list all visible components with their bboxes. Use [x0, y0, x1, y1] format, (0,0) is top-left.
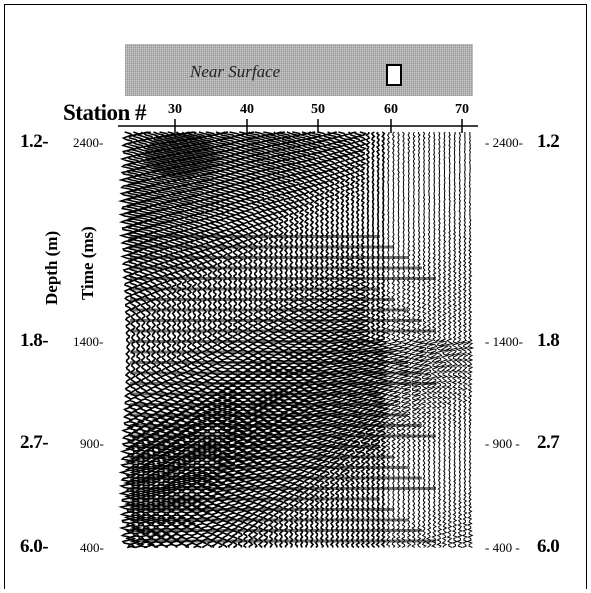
- station-tick-60: 60: [384, 102, 398, 117]
- right-depth-label: 1.2: [537, 131, 560, 152]
- reflector-band: [130, 497, 380, 501]
- reflector-band: [130, 529, 422, 532]
- seismic-trace: [403, 131, 413, 548]
- right-time-label: - 400 -: [485, 540, 520, 555]
- reflector-band: [130, 266, 422, 270]
- reflector-band: [130, 466, 408, 469]
- seismic-trace: [418, 131, 429, 548]
- reflector-band: [130, 508, 394, 511]
- reflector-band: [130, 424, 422, 427]
- reflector-band: [130, 539, 436, 543]
- reflector-band: [130, 361, 408, 364]
- seismic-trace: [376, 131, 391, 548]
- reflector-band: [130, 455, 394, 459]
- reflector-band: [130, 245, 394, 249]
- station-tick-30: 30: [168, 102, 182, 117]
- seismic-trace: [429, 131, 439, 548]
- left-time-label: 900-: [80, 436, 104, 451]
- reflector-blob: [145, 133, 215, 177]
- reflector-band: [130, 340, 380, 343]
- reflector-band: [130, 329, 436, 333]
- right-time-label: - 900 -: [485, 436, 520, 451]
- right-depth-label: 2.7: [537, 432, 560, 453]
- reflector-band: [130, 518, 408, 522]
- reflector-band: [130, 298, 394, 301]
- seismic-trace: [345, 131, 360, 549]
- reflector-band: [130, 287, 380, 291]
- seismic-trace: [397, 131, 409, 548]
- reflector-band: [130, 235, 380, 238]
- seismic-trace: [117, 131, 139, 549]
- reflector-band: [130, 392, 380, 396]
- reflector-band: [130, 371, 422, 375]
- seismic-trace: [414, 131, 425, 548]
- station-tick-40: 40: [240, 102, 254, 117]
- seismic-trace: [382, 131, 395, 548]
- reflector-band: [130, 277, 436, 280]
- seismic-trace: [366, 131, 381, 549]
- seismic-trace: [360, 131, 375, 549]
- near-surface-banner: [125, 44, 473, 96]
- seismic-trace: [455, 131, 465, 548]
- reflector-band: [130, 403, 394, 406]
- reflector-band: [130, 256, 408, 259]
- seismic-trace: [449, 131, 460, 548]
- seismic-trace: [434, 131, 445, 548]
- seismic-trace: [444, 131, 455, 548]
- reflector-band: [130, 434, 436, 438]
- near-surface-marker: [386, 64, 402, 86]
- reflector-band: [130, 382, 436, 385]
- figure-frame: [4, 4, 587, 589]
- right-depth-label: 1.8: [537, 330, 560, 351]
- right-time-label: - 1400-: [485, 334, 523, 349]
- left-time-label: 1400-: [73, 334, 104, 349]
- left-depth-label: 1.8-: [20, 330, 49, 351]
- right-time-label: - 2400-: [485, 135, 523, 150]
- reflector-band: [130, 445, 380, 448]
- seismic-trace: [439, 131, 450, 548]
- left-depth-label: 1.2-: [20, 131, 49, 152]
- station-tick-50: 50: [311, 102, 325, 117]
- reflector-band: [130, 319, 422, 322]
- left-depth-label: 2.7-: [20, 432, 49, 453]
- left-depth-label: 6.0-: [20, 536, 49, 557]
- seismic-trace: [409, 131, 420, 548]
- seismic-trace: [334, 131, 350, 548]
- reflector-band: [130, 476, 422, 480]
- seismic-traces: [117, 131, 475, 549]
- reflector-band: [130, 413, 408, 417]
- seismic-trace: [424, 131, 435, 548]
- near-surface-label: Near Surface: [190, 62, 281, 81]
- seismic-trace: [460, 131, 470, 548]
- right-depth-label: 6.0: [537, 536, 560, 557]
- left-time-label: 400-: [80, 540, 104, 555]
- seismic-trace: [466, 131, 475, 548]
- reflector-band: [130, 487, 436, 490]
- left-time-label: 2400-: [73, 135, 104, 150]
- station-axis-title: Station #: [63, 100, 147, 125]
- reflector-band: [130, 350, 394, 354]
- reflector-band: [130, 308, 408, 312]
- station-tick-70: 70: [455, 102, 469, 117]
- seismic-trace: [392, 131, 405, 548]
